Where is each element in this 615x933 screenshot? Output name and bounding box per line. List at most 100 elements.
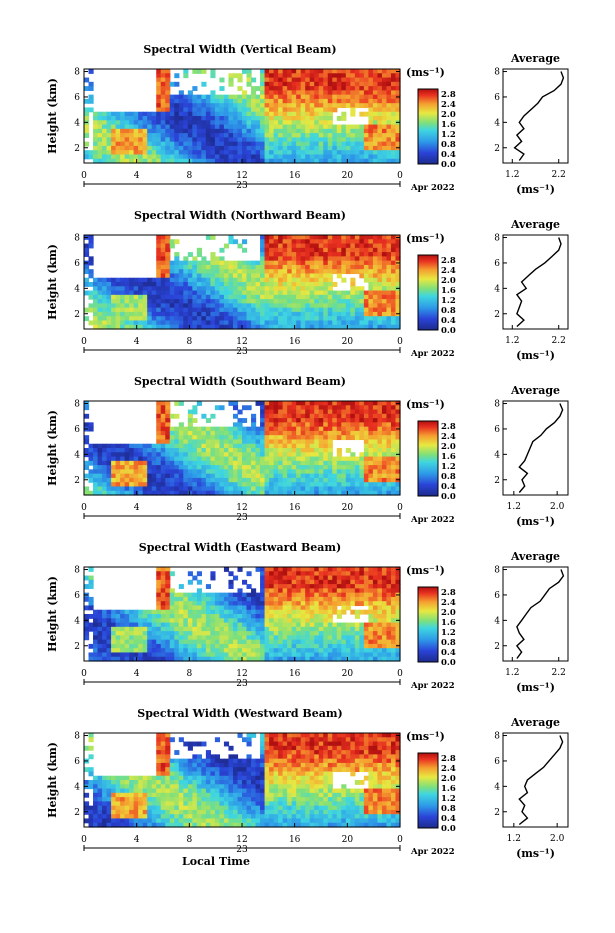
heatmap-cell (84, 584, 89, 589)
heatmap-cell (165, 120, 170, 125)
heatmap-cell (341, 601, 346, 606)
heatmap-cell (260, 107, 265, 112)
heatmap-cell (341, 593, 346, 598)
heatmap-cell (219, 431, 224, 436)
heatmap-cell (364, 90, 369, 95)
heatmap-cell (156, 422, 161, 427)
heatmap-cell (386, 129, 391, 134)
heatmap-cell (368, 248, 373, 253)
heatmap-cell (368, 265, 373, 270)
heatmap-cell (305, 244, 310, 249)
heatmap-cell (274, 401, 279, 406)
heatmap-cell (274, 69, 279, 74)
heatmap-cell (278, 414, 283, 419)
heatmap-cell (192, 601, 197, 606)
heatmap-cell (192, 648, 197, 653)
heatmap-cell (301, 244, 306, 249)
heatmap-cell (107, 116, 112, 121)
heatmap-cell (292, 86, 297, 91)
heatmap-cell (260, 418, 265, 423)
heatmap-cell (328, 150, 333, 155)
heatmap-cell (138, 125, 143, 130)
heatmap-cell (147, 150, 152, 155)
heatmap-cell (161, 112, 166, 117)
heatmap-cell (192, 439, 197, 444)
heatmap-cell (296, 610, 301, 615)
heatmap-cell (265, 299, 270, 304)
heatmap-cell (274, 461, 279, 466)
heatmap-cell (165, 137, 170, 142)
heatmap-cell (192, 256, 197, 261)
heatmap-cell (296, 614, 301, 619)
heatmap-cell (156, 146, 161, 151)
heatmap-cell (129, 652, 134, 657)
heatmap-cell (129, 631, 134, 636)
heatmap-cell (174, 452, 179, 457)
heatmap-cell (143, 129, 148, 134)
heatmap-cell (170, 597, 175, 602)
heatmap-cell (310, 414, 315, 419)
heatmap-cell (287, 601, 292, 606)
heatmap-cell (183, 486, 188, 491)
heatmap-cell (201, 82, 206, 87)
heatmap-cell (346, 82, 351, 87)
heatmap-cell (350, 278, 355, 283)
average-y-tick-label: 2 (494, 476, 500, 486)
heatmap-cell (296, 405, 301, 410)
heatmap-cell (265, 605, 270, 610)
heatmap-cell (391, 235, 396, 240)
heatmap-cell (292, 99, 297, 104)
heatmap-cell (102, 457, 107, 462)
heatmap-cell (287, 235, 292, 240)
heatmap-cell (170, 427, 175, 432)
heatmap-cell (305, 291, 310, 296)
heatmap-cell (152, 469, 157, 474)
heatmap-cell (368, 282, 373, 287)
heatmap-cell (247, 431, 252, 436)
heatmap-cell (215, 640, 220, 645)
heatmap-cell (301, 652, 306, 657)
y-tick-label: 6 (74, 93, 80, 103)
heatmap-cell (251, 86, 256, 91)
heatmap-cell (314, 308, 319, 313)
heatmap-cell (165, 584, 170, 589)
heatmap-cell (165, 461, 170, 466)
heatmap-cell (102, 635, 107, 640)
heatmap-cell (382, 435, 387, 440)
heatmap-cell (170, 239, 175, 244)
heatmap-cell (188, 610, 193, 615)
heatmap-cell (93, 486, 98, 491)
heatmap-cell (233, 308, 238, 313)
heatmap-cell (319, 410, 324, 415)
heatmap-cell (84, 112, 89, 117)
heatmap-cell (219, 129, 224, 134)
heatmap-cell (269, 418, 274, 423)
heatmap-cell (247, 278, 252, 283)
heatmap-cell (319, 86, 324, 91)
heatmap-cell (165, 112, 170, 117)
heatmap-cell (364, 303, 369, 308)
heatmap-cell (278, 308, 283, 313)
heatmap-cell (364, 461, 369, 466)
heatmap-cell (256, 618, 261, 623)
heatmap-cell (278, 78, 283, 83)
heatmap-cell (129, 457, 134, 462)
heatmap-cell (224, 282, 229, 287)
heatmap-cell (350, 427, 355, 432)
heatmap-cell (265, 239, 270, 244)
heatmap-cell (84, 597, 89, 602)
heatmap-cell (292, 295, 297, 300)
heatmap-cell (341, 150, 346, 155)
heatmap-cell (170, 627, 175, 632)
heatmap-cell (134, 478, 139, 483)
heatmap-cell (210, 465, 215, 470)
heatmap-cell (373, 69, 378, 74)
heatmap-cell (93, 299, 98, 304)
heatmap-cell (350, 469, 355, 474)
heatmap-cell (206, 308, 211, 313)
heatmap-cell (368, 308, 373, 313)
heatmap-cell (210, 125, 215, 130)
heatmap-cell (242, 137, 247, 142)
heatmap-cell (233, 107, 238, 112)
heatmap-cell (323, 90, 328, 95)
